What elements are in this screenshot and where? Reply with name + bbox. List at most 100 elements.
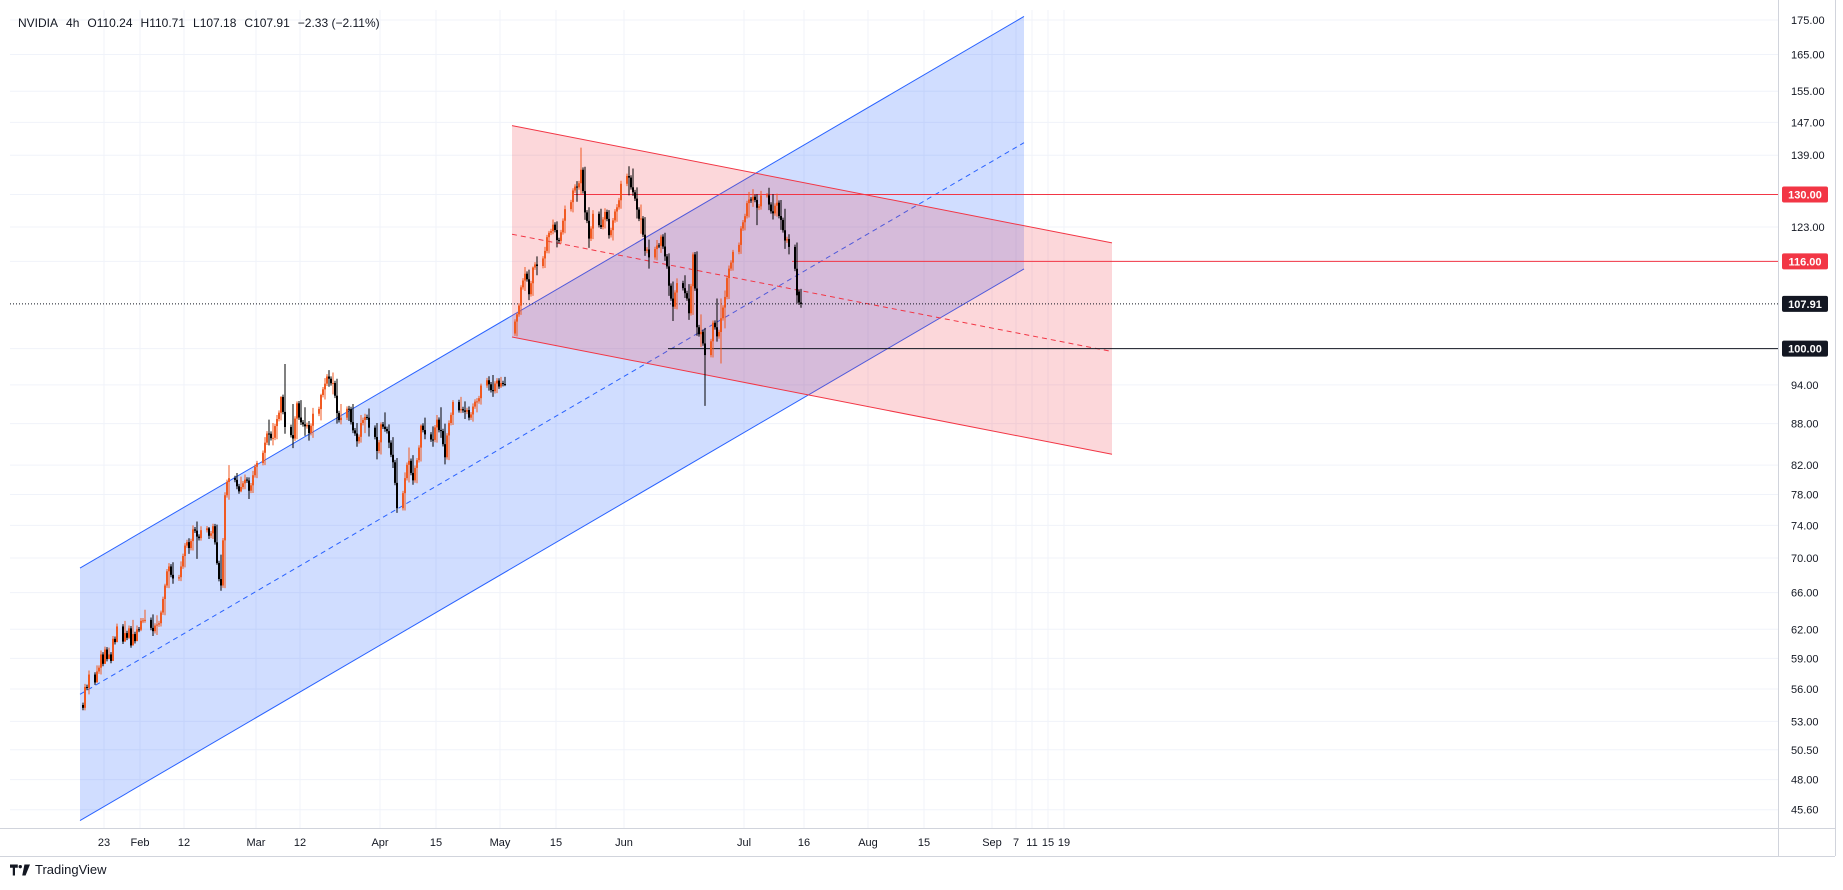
candle (376, 422, 378, 460)
candle-body (144, 619, 146, 621)
candle (292, 403, 294, 449)
candle (330, 376, 332, 386)
candle (162, 596, 164, 615)
candle (758, 203, 760, 211)
candle-body (526, 273, 528, 280)
price-tick-label: 48.00 (1791, 775, 1819, 787)
candle (284, 364, 286, 434)
candle-body (126, 633, 128, 638)
candle-body (396, 482, 398, 509)
candle-body (592, 213, 594, 229)
candle (634, 189, 636, 201)
candle (606, 209, 608, 222)
candle (302, 419, 304, 427)
candle (358, 434, 360, 444)
candle-body (786, 239, 788, 241)
candle (610, 227, 612, 238)
candle (700, 314, 702, 347)
candle-body (554, 224, 556, 231)
candle-body (614, 211, 616, 221)
candle (556, 221, 558, 248)
candle (574, 184, 576, 193)
candle (664, 232, 666, 261)
candle (586, 210, 588, 224)
candle-body (496, 380, 498, 384)
candle (432, 426, 434, 447)
red-channel-upper-line (511, 125, 1113, 244)
candle (584, 166, 586, 220)
symbol-name[interactable]: NVIDIA (18, 16, 59, 30)
candle-body (280, 396, 282, 413)
candle-body (268, 433, 270, 435)
tradingview-watermark[interactable]: TradingView (10, 862, 107, 877)
candle (406, 462, 408, 481)
candle-body (436, 419, 438, 428)
price-tick-label: 94.00 (1791, 380, 1819, 392)
candle-body (124, 633, 126, 642)
candle-body (476, 401, 478, 403)
candle-body (690, 286, 692, 314)
candle (378, 440, 380, 454)
candle (102, 652, 104, 667)
candle-body (282, 396, 284, 412)
candle-body (590, 228, 592, 239)
candle-body (366, 417, 368, 419)
candle-body (674, 292, 676, 307)
candle-body (486, 380, 488, 386)
candle-body (330, 378, 332, 384)
candle (206, 525, 208, 533)
candle (468, 406, 470, 421)
candle (252, 470, 254, 493)
candle-body (670, 285, 672, 299)
candle (500, 376, 502, 389)
candle-body (520, 287, 522, 306)
candle (604, 208, 606, 229)
candle (348, 405, 350, 421)
interval-label[interactable]: 4h (66, 16, 80, 30)
candle-body (116, 626, 118, 643)
time-tick-label: 12 (294, 837, 306, 849)
candle (642, 216, 644, 238)
candle-body (574, 186, 576, 191)
candle (620, 180, 622, 209)
candle-body (646, 249, 648, 251)
candle (746, 200, 748, 219)
candle-body (638, 209, 640, 219)
candle-body (788, 239, 790, 247)
candle-body (104, 649, 106, 664)
candle (280, 396, 282, 421)
candle-body (746, 203, 748, 217)
time-tick-label: 15 (550, 837, 562, 849)
candle (452, 400, 454, 425)
candle-body (296, 403, 298, 419)
candle-body (382, 424, 384, 427)
candle-body (272, 437, 274, 439)
candle-body (284, 411, 286, 427)
price-badge-label: 130.00 (1788, 190, 1822, 202)
candle (730, 260, 732, 271)
candle (114, 636, 116, 645)
candle (580, 147, 582, 195)
candle (380, 422, 382, 455)
candle-body (98, 667, 100, 672)
candle (474, 399, 476, 409)
candle-body (96, 671, 98, 683)
red-channel-fill (512, 125, 1112, 455)
candle-body (586, 212, 588, 221)
candle-body (498, 380, 500, 387)
candle (350, 406, 352, 425)
candle-body (86, 686, 88, 688)
candle-body (242, 483, 244, 488)
candle (272, 422, 274, 446)
candle (382, 421, 384, 430)
candle-body (768, 195, 770, 205)
candle-body (452, 402, 454, 415)
candle-body (82, 704, 84, 708)
time-tick-label: 15 (918, 837, 930, 849)
candle (614, 209, 616, 223)
candle-body (564, 209, 566, 221)
candle (82, 702, 84, 711)
candle-body (250, 485, 252, 491)
